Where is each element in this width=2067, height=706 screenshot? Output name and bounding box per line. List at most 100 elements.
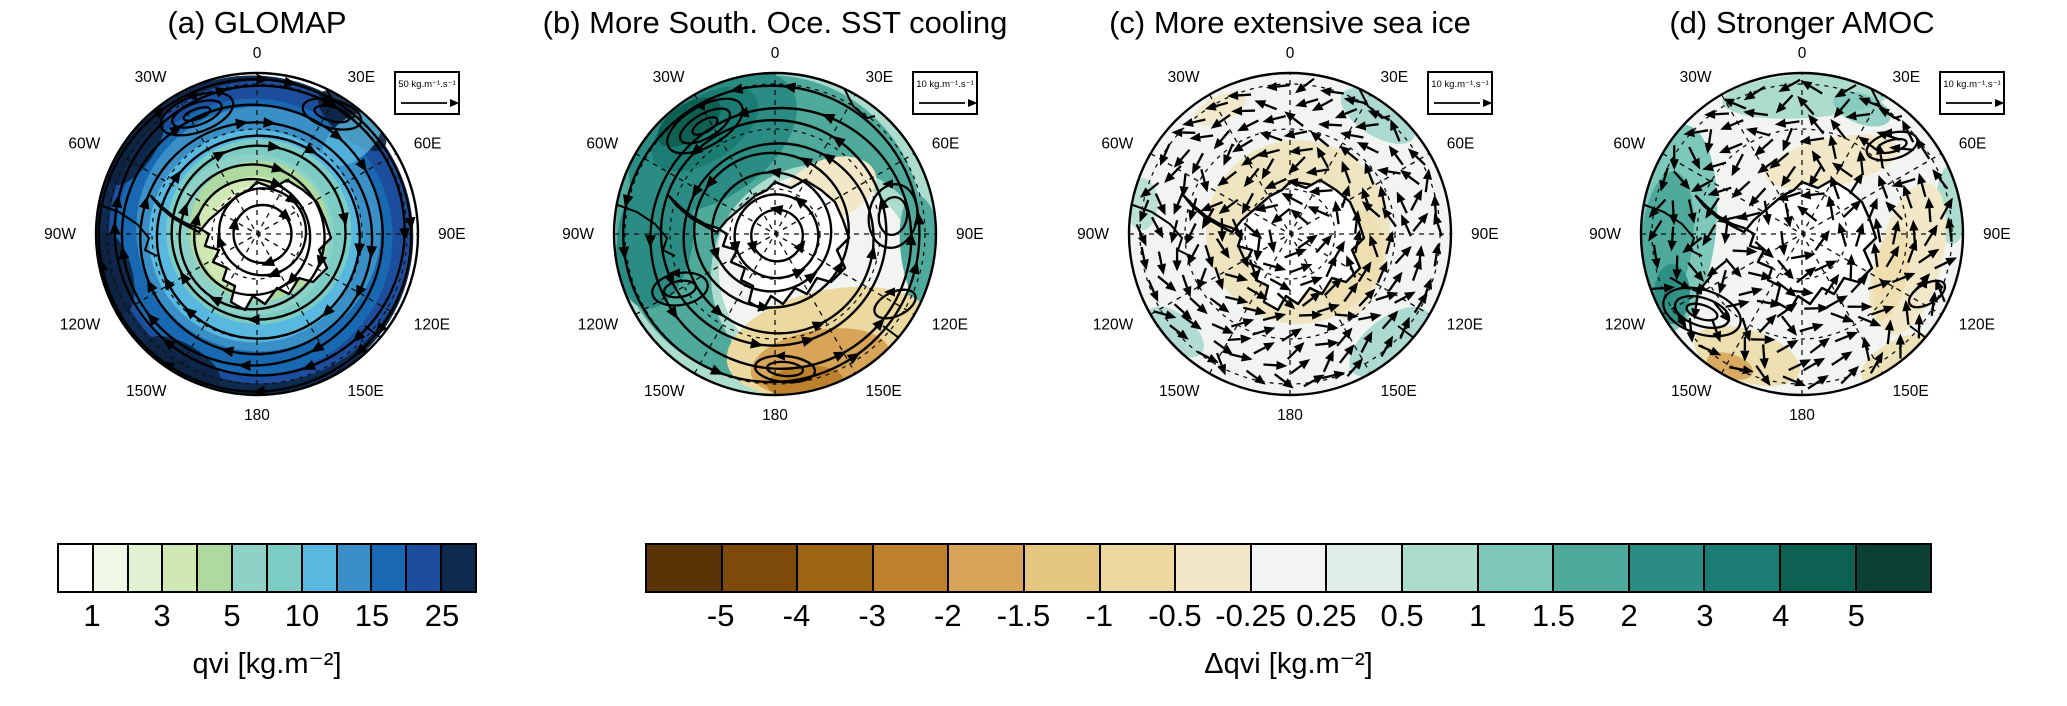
map-c: 0 30E 60E 90E 120E 150E 180 150W 120W 90W 60W 30W 10…: [1077, 45, 1499, 424]
dqvi-colorbar-cell: [1703, 545, 1779, 591]
dqvi-colorbar-cell: [647, 545, 721, 591]
lon-label: 30E: [348, 69, 376, 86]
qvi-colorbar-cell: [231, 545, 266, 591]
dqvi-colorbar-cells: [645, 543, 1932, 593]
qvi-colorbar-tick-label: 25: [424, 598, 460, 633]
lon-label: 90E: [1983, 226, 2011, 243]
vector-scale-box: 10 kg.m⁻¹.s⁻¹: [1939, 71, 2005, 115]
dqvi-colorbar-tick-label: 4: [1771, 598, 1790, 633]
lon-label: 0: [253, 45, 262, 62]
dqvi-colorbar-tick-label: 5: [1847, 598, 1865, 633]
lon-label: 120E: [932, 317, 968, 334]
qvi-colorbar-tick-label: 10: [284, 598, 320, 633]
flow-arrows: [1135, 77, 1443, 389]
flow-arrows: [618, 82, 925, 384]
vector-scale-label: 10 kg.m⁻¹.s⁻¹: [1431, 79, 1489, 90]
lon-label: 90E: [1471, 226, 1499, 243]
lon-label: 30W: [1168, 69, 1200, 86]
lon-label: 90W: [44, 226, 76, 243]
vector-scale-label: 50 kg.m⁻¹.s⁻¹: [398, 79, 456, 90]
qvi-colorbar-cell: [59, 545, 92, 591]
qvi-colorbar-cells: [57, 543, 477, 593]
lon-label: 180: [244, 407, 270, 424]
dqvi-colorbar-cell: [1778, 545, 1855, 591]
lon-label: 180: [1789, 407, 1815, 424]
qvi-colorbar-tick-label: 1: [83, 598, 101, 633]
qvi-colorbar-tick-label: 15: [354, 598, 390, 633]
dqvi-colorbar-tick-label: -1.5: [996, 598, 1051, 633]
lon-label: 60W: [68, 136, 100, 153]
lon-label: 150E: [348, 383, 384, 400]
dqvi-colorbar-cell: [1854, 545, 1931, 591]
dqvi-colorbar-tick-label: -5: [706, 598, 735, 633]
qvi-colorbar-cell: [91, 545, 127, 591]
map-overlays: [614, 73, 936, 395]
dqvi-colorbar-cell: [1627, 545, 1704, 591]
dqvi-colorbar-tick-label: -2: [934, 598, 962, 633]
vector-scale-box: 10 kg.m⁻¹.s⁻¹: [912, 71, 978, 115]
dqvi-colorbar-cell: [1552, 545, 1628, 591]
dqvi-colorbar-tick-label: 3: [1696, 598, 1714, 633]
lon-label: 120W: [578, 317, 619, 334]
lon-label: 90W: [1077, 226, 1109, 243]
lon-label: 60E: [932, 136, 960, 153]
qvi-colorbar-cell: [335, 545, 371, 591]
panel-a: (a) GLOMAP 0 30E 60E 90E 120E 150E 180 150W 120W…: [0, 0, 517, 445]
lon-label: 60W: [1613, 136, 1645, 153]
map-boundary-circle: [94, 71, 420, 397]
dqvi-colorbar-cell: [1400, 545, 1477, 591]
qvi-colorbar-cell: [196, 545, 232, 591]
lon-label: 30W: [135, 69, 167, 86]
lon-label: 120W: [1093, 317, 1134, 334]
qvi-colorbar-cell: [126, 545, 162, 591]
lon-label: 150W: [644, 383, 685, 400]
lon-label: 150W: [126, 383, 167, 400]
qvi-colorbar-tick-label: 5: [223, 598, 241, 633]
lon-label: 60E: [1959, 136, 1987, 153]
dqvi-colorbar-tick-label: 1.5: [1531, 598, 1576, 633]
vector-scale-label: 10 kg.m⁻¹.s⁻¹: [1943, 79, 2001, 90]
lon-label: 180: [762, 407, 788, 424]
lon-label: 90W: [1589, 226, 1621, 243]
dqvi-colorbar-tick-label: -1: [1085, 598, 1114, 633]
lon-label: 120W: [1605, 317, 1646, 334]
lon-label: 150E: [1381, 383, 1417, 400]
panel-c: (c) More extensive sea ice 0 30E 60E 90E 120…: [1030, 0, 1550, 445]
qvi-colorbar: qvi [kg.m⁻²] 1 3 5 10 15 25: [57, 543, 477, 706]
lon-label: 150W: [1671, 383, 1712, 400]
lon-label: 90E: [956, 226, 984, 243]
lon-label: 90W: [562, 226, 594, 243]
qvi-colorbar-cell: [440, 545, 475, 591]
map-d: 0 30E 60E 90E 120E 150E 180 150W 120W 90W 60W 30W 10…: [1589, 45, 2011, 424]
dqvi-colorbar-tick-label: -3: [858, 598, 886, 633]
dqvi-colorbar-cell: [796, 545, 872, 591]
lon-label: 60E: [414, 136, 442, 153]
panel-d: (d) Stronger AMOC 0 30E 60E 90E 120E 150E 180 1…: [1542, 0, 2062, 445]
lon-label: 180: [1277, 407, 1303, 424]
dqvi-colorbar-tick-label: -0.5: [1148, 598, 1202, 633]
dqvi-colorbar-cell: [1022, 545, 1099, 591]
panel-title-c: (c) More extensive sea ice: [1109, 5, 1471, 40]
dqvi-colorbar: Δqvi [kg.m⁻²] -5 -4 -3 -2 -1.5 -1 -0.5 -0.25 0.2…: [645, 543, 1932, 706]
dqvi-colorbar-tick-label: 0.25: [1296, 598, 1357, 633]
qvi-colorbar-tick-label: 3: [153, 598, 171, 633]
map-b: 0 30E 60E 90E 120E 150E 180 150W 120W 90W 60W 30W 10…: [562, 45, 984, 424]
lon-label: 0: [771, 45, 780, 62]
dqvi-colorbar-tick-label: 1: [1469, 598, 1487, 633]
qvi-colorbar-cell: [161, 545, 197, 591]
dqvi-colorbar-cell: [1098, 545, 1175, 591]
vector-scale-label: 10 kg.m⁻¹.s⁻¹: [916, 79, 974, 90]
qvi-colorbar-cell: [370, 545, 406, 591]
lon-label: 0: [1286, 45, 1295, 62]
lon-label: 60W: [586, 136, 618, 153]
lon-label: 30W: [653, 69, 685, 86]
vector-scale-box: 50 kg.m⁻¹.s⁻¹: [394, 71, 460, 115]
dqvi-colorbar-cell: [1174, 545, 1250, 591]
dqvi-colorbar-title: Δqvi [kg.m⁻²]: [1204, 648, 1373, 680]
dqvi-colorbar-tick-label: 0.5: [1380, 598, 1424, 633]
panel-title-a: (a) GLOMAP: [167, 5, 347, 40]
dqvi-colorbar-cell: [1325, 545, 1401, 591]
antarctica-outline: [667, 178, 851, 312]
dqvi-colorbar-cell: [947, 545, 1023, 591]
